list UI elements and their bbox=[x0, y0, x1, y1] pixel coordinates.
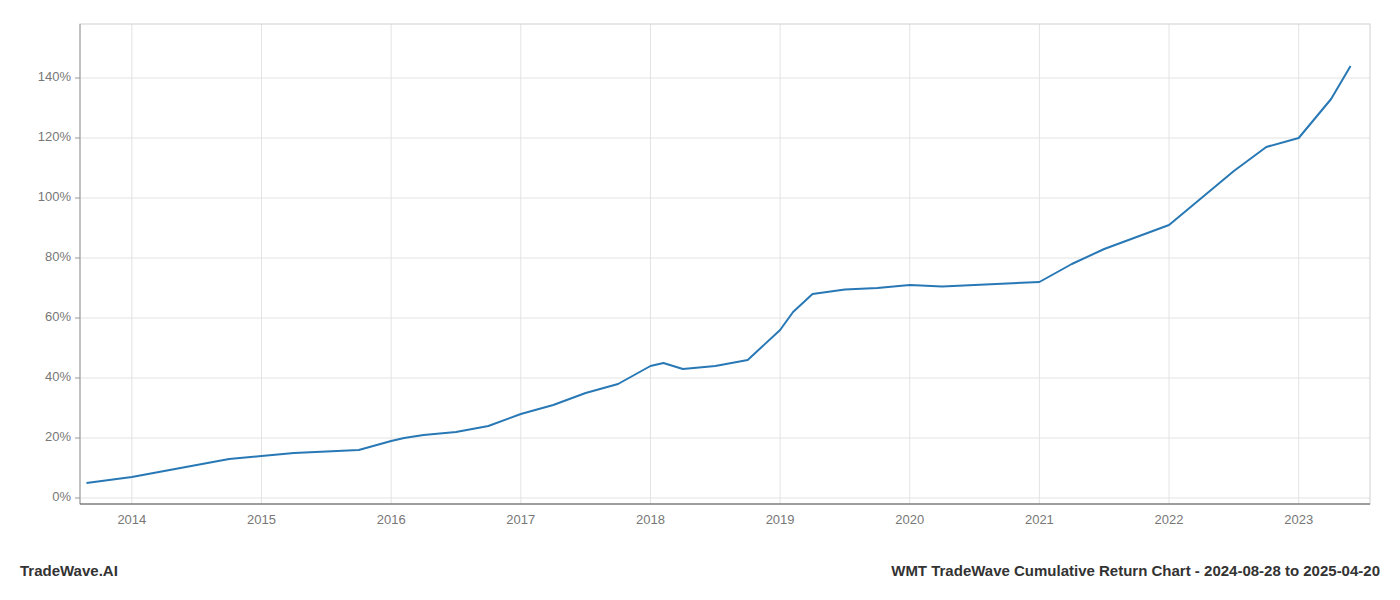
x-tick-label: 2018 bbox=[636, 512, 665, 527]
y-axis-line bbox=[80, 24, 81, 504]
grid-line-y bbox=[80, 438, 1370, 439]
y-tick-label: 80% bbox=[45, 249, 71, 264]
grid-line-x bbox=[261, 24, 262, 504]
y-tick-label: 20% bbox=[45, 429, 71, 444]
grid-line-x bbox=[909, 24, 910, 504]
x-tick-label: 2017 bbox=[506, 512, 535, 527]
x-tick-label: 2023 bbox=[1284, 512, 1313, 527]
x-tick-label: 2020 bbox=[895, 512, 924, 527]
grid-line-y bbox=[80, 78, 1370, 79]
grid-line-x bbox=[650, 24, 651, 504]
y-tick-label: 140% bbox=[38, 69, 72, 84]
grid-line-x bbox=[1169, 24, 1170, 504]
plot-frame bbox=[80, 24, 1370, 504]
y-tick bbox=[75, 78, 80, 79]
page: {"chart_data": {"type": "line", "title":… bbox=[0, 0, 1400, 600]
grid-line-x bbox=[1039, 24, 1040, 504]
grid-line-y bbox=[80, 318, 1370, 319]
x-tick-label: 2015 bbox=[247, 512, 276, 527]
grid-line-y bbox=[80, 198, 1370, 199]
grid-line-y bbox=[80, 258, 1370, 259]
x-tick-label: 2021 bbox=[1025, 512, 1054, 527]
y-tick bbox=[75, 498, 80, 499]
x-tick-label: 2014 bbox=[117, 512, 146, 527]
grid bbox=[80, 24, 1370, 504]
line bbox=[86, 66, 1350, 483]
y-tick-label: 100% bbox=[38, 189, 72, 204]
x-tick-label: 2016 bbox=[377, 512, 406, 527]
y-tick bbox=[75, 138, 80, 139]
grid-line-y bbox=[80, 138, 1370, 139]
grid-line-x bbox=[131, 24, 132, 504]
y-tick bbox=[75, 438, 80, 439]
y-tick-label: 0% bbox=[52, 489, 71, 504]
grid-line-x bbox=[520, 24, 521, 504]
y-tick bbox=[75, 378, 80, 379]
y-tick bbox=[75, 198, 80, 199]
grid-line-x bbox=[780, 24, 781, 504]
grid-line-x bbox=[1298, 24, 1299, 504]
x-tick-label: 2019 bbox=[766, 512, 795, 527]
x-tick-label: 2022 bbox=[1155, 512, 1184, 527]
y-tick-label: 40% bbox=[45, 369, 71, 384]
x-axis-line bbox=[80, 503, 1370, 504]
watermark: TradeWave.AI bbox=[20, 562, 118, 579]
y-tick-label: 60% bbox=[45, 309, 71, 324]
y-tick bbox=[75, 318, 80, 319]
chart: 0% 20% 40% 60% 80% 100% 120% 140% 2014 2015 2016 20… bbox=[0, 0, 1400, 600]
grid-line-y bbox=[80, 378, 1370, 379]
grid-line-y bbox=[80, 498, 1370, 499]
title: WMT TradeWave Cumulative Return Chart - … bbox=[891, 562, 1380, 579]
y-tick-label: 120% bbox=[38, 129, 72, 144]
grid-line-x bbox=[391, 24, 392, 504]
series bbox=[86, 66, 1350, 483]
y-tick bbox=[75, 258, 80, 259]
